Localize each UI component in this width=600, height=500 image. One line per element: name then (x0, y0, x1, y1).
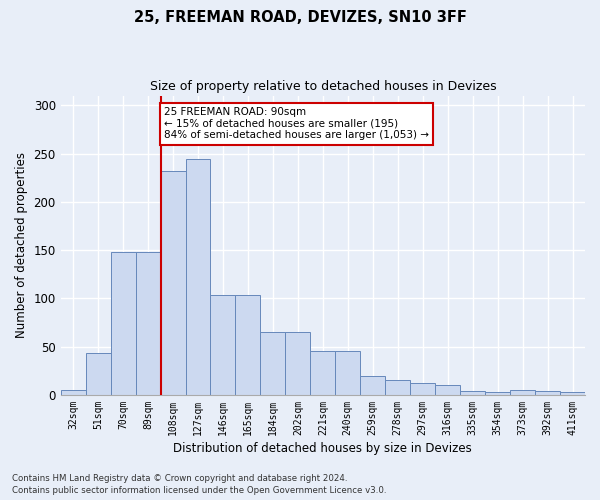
Y-axis label: Number of detached properties: Number of detached properties (15, 152, 28, 338)
Text: Contains HM Land Registry data © Crown copyright and database right 2024.
Contai: Contains HM Land Registry data © Crown c… (12, 474, 386, 495)
Bar (110, 252, 136, 395)
Bar (360, 376, 385, 395)
Bar (161, 171, 185, 395)
Text: 25 FREEMAN ROAD: 90sqm
← 15% of detached houses are smaller (195)
84% of semi-de: 25 FREEMAN ROAD: 90sqm ← 15% of detached… (164, 107, 429, 140)
Bar (310, 352, 335, 395)
Bar (410, 384, 435, 395)
Bar (535, 391, 560, 395)
Bar (185, 160, 211, 395)
Bar (485, 392, 510, 395)
Bar (61, 390, 86, 395)
Bar (435, 386, 460, 395)
Bar (385, 380, 410, 395)
Bar (510, 390, 535, 395)
Text: 25, FREEMAN ROAD, DEVIZES, SN10 3FF: 25, FREEMAN ROAD, DEVIZES, SN10 3FF (134, 10, 466, 25)
Bar (136, 252, 161, 395)
Bar (335, 352, 360, 395)
Bar (286, 332, 310, 395)
Bar (260, 332, 286, 395)
Title: Size of property relative to detached houses in Devizes: Size of property relative to detached ho… (149, 80, 496, 93)
Bar (86, 354, 110, 395)
Bar (211, 294, 235, 395)
Bar (460, 391, 485, 395)
Bar (560, 392, 585, 395)
Bar (235, 294, 260, 395)
X-axis label: Distribution of detached houses by size in Devizes: Distribution of detached houses by size … (173, 442, 472, 455)
